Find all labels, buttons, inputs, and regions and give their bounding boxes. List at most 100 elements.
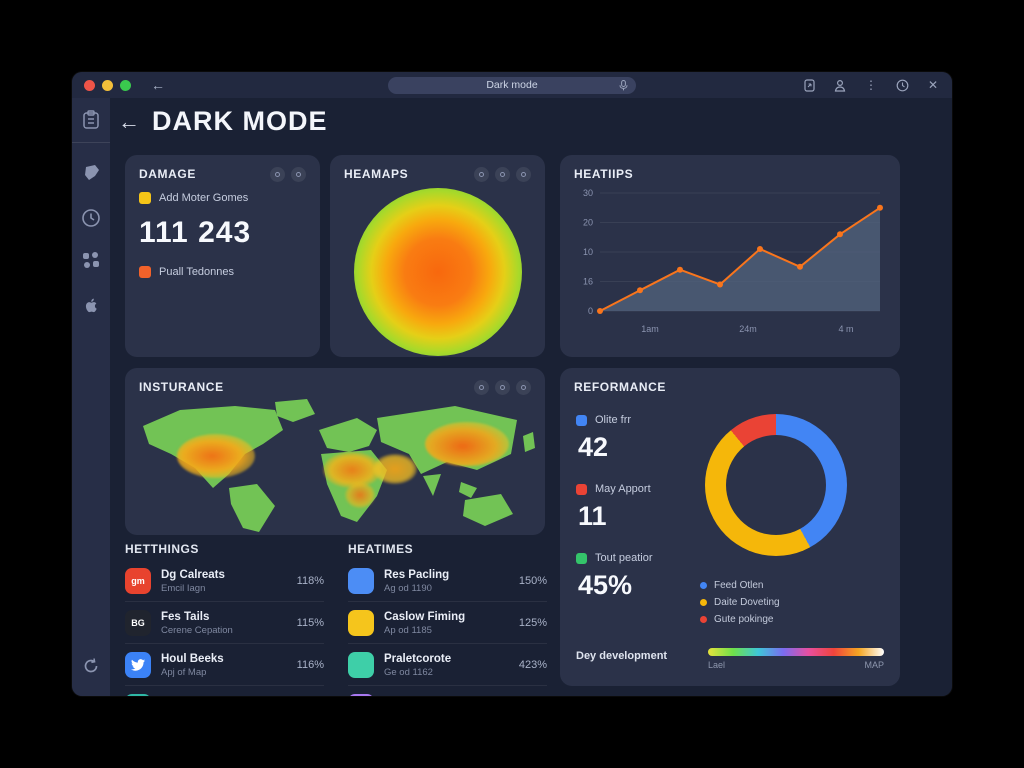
damage-card: DAMAGE Add Moter Gomes 111 243 Puall Ted…	[125, 155, 320, 357]
list-item-value: 115%	[296, 617, 324, 629]
card-action-button[interactable]	[474, 167, 489, 182]
browser-window: ← Dark mode ⋮ ✕	[72, 72, 952, 696]
card-action-button[interactable]	[291, 167, 306, 182]
svg-text:1am: 1am	[641, 324, 659, 334]
list-item-subtitle: Cerene Cepation	[161, 624, 233, 636]
bg-app-icon: BG	[125, 610, 151, 636]
list-item-subtitle: Apj of Map	[161, 666, 207, 678]
list-item-value: 125%	[518, 617, 547, 629]
list-item[interactable]: Talk Jeet 119%	[125, 686, 324, 696]
page-heading: ← DARK MODE	[118, 106, 328, 137]
gradient-right-label: MAP	[864, 660, 884, 670]
kebab-menu-icon[interactable]: ⋮	[865, 78, 877, 92]
card-action-button[interactable]	[495, 380, 510, 395]
list-item[interactable]: BG Fes Tails Cerene Cepation 115%	[125, 602, 324, 644]
line-chart: 30 20 10 16 0 1am 24m 4 m	[583, 188, 883, 334]
traffic-lights	[84, 79, 131, 91]
stat-label: Tout peatior	[595, 552, 653, 564]
damage-legend1-label: Add Moter Gomes	[159, 192, 249, 204]
teal-swatch-icon	[348, 652, 374, 678]
apple-icon[interactable]	[81, 294, 101, 321]
purple-swatch-icon	[348, 694, 374, 696]
card-action-button[interactable]	[270, 167, 285, 182]
svg-text:30: 30	[583, 188, 593, 198]
minimize-traffic-light[interactable]	[102, 79, 113, 91]
mic-icon[interactable]	[619, 79, 628, 91]
heatimes-list: HEATIMES Res Pacling Ag od 1190 150% Cas…	[348, 542, 547, 696]
svg-text:0: 0	[588, 306, 593, 316]
list-item[interactable]: gm Dg Calreats Emcil Iagn 118%	[125, 560, 324, 602]
svg-text:10: 10	[583, 247, 593, 257]
stat-value: 42	[578, 432, 609, 462]
heatiips-card-title: HEATIIPS	[574, 167, 634, 181]
list-item-subtitle: Ag od 1190	[384, 582, 432, 594]
back-arrow-icon[interactable]: ←	[118, 108, 140, 134]
grid-icon[interactable]	[82, 251, 100, 274]
list-item-title: Dg Calreats	[161, 568, 225, 581]
svg-text:4 m: 4 m	[838, 324, 853, 334]
page-title: DARK MODE	[152, 106, 328, 136]
stat-value: 45%	[578, 570, 633, 600]
damage-legend2-swatch	[139, 266, 151, 278]
list-item[interactable]: Res Pacling Ag od 1190 150%	[348, 560, 547, 602]
list-item-title: Houl Beeks	[161, 652, 224, 665]
device-icon[interactable]	[802, 78, 816, 92]
card-action-button[interactable]	[474, 380, 489, 395]
stat-value: 11	[578, 501, 607, 531]
heat-spot-usa	[177, 434, 255, 478]
yellow-swatch-icon	[348, 610, 374, 636]
svg-text:24m: 24m	[739, 324, 757, 334]
reformance-stats: Olite frr 42 May Apport 11 Tout peatior …	[576, 414, 652, 601]
heamaps-card: HEAMAPS	[330, 155, 545, 357]
donut-legend: Feed Otlen Daite Doveting Gute pokinge	[700, 580, 780, 625]
stat-block: May Apport 11	[576, 483, 652, 532]
refresh-icon[interactable]	[81, 656, 101, 681]
twitter-bird-icon	[125, 652, 151, 678]
list-item-title: Praletcorote	[384, 652, 452, 665]
blue-swatch-icon	[348, 568, 374, 594]
list-item-title: Res Pacling	[384, 568, 450, 581]
heatmap-radial-blob	[353, 188, 522, 356]
list-item[interactable]: Houl Beeks Apj of Map 116%	[125, 644, 324, 686]
card-action-button[interactable]	[516, 167, 531, 182]
gradient-left-label: Lael	[708, 660, 726, 670]
profile-icon[interactable]	[833, 78, 847, 92]
damage-value: 111 243	[139, 216, 252, 249]
card-action-button[interactable]	[516, 380, 531, 395]
address-bar[interactable]: Dark mode	[388, 76, 636, 94]
heat-spot-china	[425, 422, 509, 466]
clock-icon[interactable]	[81, 208, 101, 233]
list-item-title: Caslow Fiming	[384, 610, 466, 623]
list-item-value: 150%	[518, 575, 547, 587]
close-traffic-light[interactable]	[84, 79, 95, 91]
list-item-subtitle: Ap od 1185	[384, 624, 432, 636]
list-item[interactable]: Praletcorote Ge od 1162 423%	[348, 644, 547, 686]
list-item-value: 116%	[296, 659, 324, 671]
stat-label: May Apport	[595, 483, 651, 495]
donut-legend-label: Daite Doveting	[714, 597, 780, 608]
gm-app-icon: gm	[125, 568, 151, 594]
clock-icon[interactable]	[895, 78, 909, 92]
list-item-title: Fes Tails	[161, 610, 210, 623]
heat-spot-north-africa	[323, 452, 381, 488]
list-item[interactable]: Auda Dolcet 185%	[348, 686, 547, 696]
browser-back-icon[interactable]: ←	[151, 77, 165, 93]
heatimes-list-title: HEATIMES	[348, 542, 414, 556]
stat-block: Tout peatior 45%	[576, 552, 652, 601]
zoom-traffic-light[interactable]	[120, 79, 131, 91]
donut-legend-label: Gute pokinge	[714, 614, 774, 625]
list-item-value: 423%	[518, 659, 547, 671]
sidebar	[72, 98, 110, 696]
hettings-list-title: HETTHINGS	[125, 542, 199, 556]
main-content: ← DARK MODE DAMAGE Add Moter Gomes 111 2…	[110, 98, 952, 696]
insurance-card: INSTURANCE	[125, 368, 545, 535]
reformance-card-title: REFORMANCE	[574, 380, 666, 394]
bookmark-icon[interactable]	[81, 164, 101, 187]
clipboard-icon[interactable]	[82, 110, 100, 135]
list-item[interactable]: Caslow Fiming Ap od 1185 125%	[348, 602, 547, 644]
close-icon[interactable]: ✕	[927, 78, 939, 92]
list-item-subtitle: Emcil Iagn	[161, 582, 206, 594]
stat-label: Olite frr	[595, 414, 632, 426]
list-item-subtitle: Ge od 1162	[384, 666, 433, 678]
card-action-button[interactable]	[495, 167, 510, 182]
